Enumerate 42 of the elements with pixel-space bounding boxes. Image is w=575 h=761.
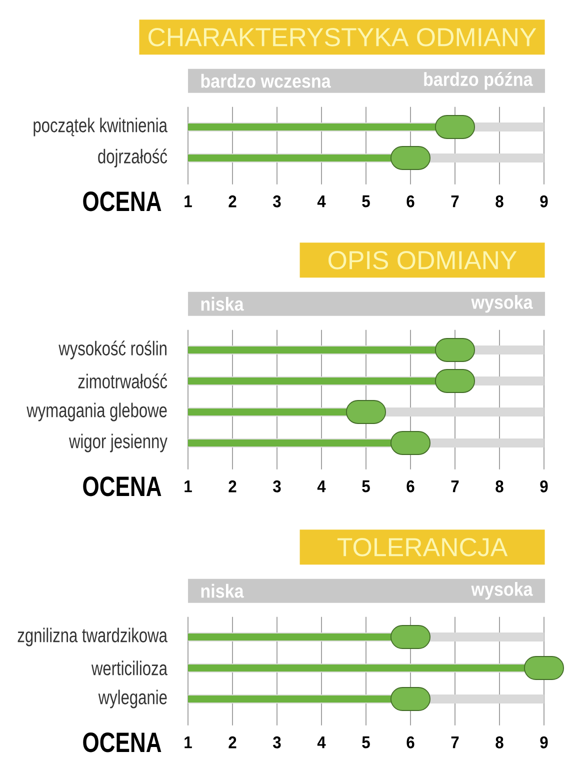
- x-tick-label: 2: [228, 195, 236, 208]
- y-tick-label: wigor jesienny: [68, 434, 168, 452]
- x-tick-label: 3: [273, 736, 281, 748]
- x-tick-label: 5: [362, 195, 370, 208]
- chart-title: CHARAKTERYSTYKA ODMIANY: [148, 28, 536, 46]
- x-tick-label: 8: [496, 736, 504, 748]
- x-tick-label: 3: [273, 195, 281, 208]
- x-tick-label: 6: [406, 736, 414, 748]
- x-tick-label: 8: [496, 480, 504, 492]
- x-tick-label: 6: [406, 195, 414, 208]
- chart-title: OPIS ODMIANY: [328, 250, 517, 270]
- x-tick-label: 1: [184, 480, 192, 492]
- x-axis-title: OCENA: [83, 732, 162, 752]
- x-tick-label: 9: [540, 736, 548, 748]
- y-tick-label: zimotrwałość: [78, 374, 168, 388]
- x-tick-label: 3: [273, 480, 281, 492]
- y-tick-label: wysokość roślin: [58, 340, 166, 360]
- x-tick-label: 2: [228, 480, 236, 492]
- x-tick-label: 7: [451, 480, 459, 492]
- x-tick-label: 1: [184, 196, 192, 208]
- x-tick-label: 8: [496, 195, 504, 208]
- y-tick-label: dojrzałość: [98, 148, 168, 168]
- x-tick-label: 9: [540, 195, 548, 208]
- chart-title: TOLERANCJA: [337, 538, 508, 556]
- y-tick-label: wyleganie: [98, 690, 167, 708]
- x-tick-label: 1: [184, 736, 192, 748]
- y-tick-label: wymagania glebowe: [26, 402, 167, 422]
- y-tick-label: zgnilizna twardzikowa: [18, 628, 168, 646]
- x-tick-label: 7: [451, 736, 459, 748]
- x-tick-label: 7: [451, 196, 459, 208]
- x-tick-label: 5: [362, 736, 370, 748]
- x-tick-label: 2: [228, 736, 236, 748]
- x-axis-title: OCENA: [83, 191, 162, 212]
- x-tick-label: 5: [362, 480, 370, 492]
- x-tick-label: 9: [540, 480, 548, 492]
- x-axis-title: OCENA: [83, 476, 162, 496]
- y-tick-label: werticilioza: [91, 660, 168, 676]
- x-tick-label: 6: [406, 480, 414, 492]
- x-tick-label: 4: [317, 736, 326, 748]
- y-tick-label: początek kwitnienia: [34, 118, 168, 136]
- x-tick-label: 4: [317, 480, 326, 492]
- x-tick-label: 4: [317, 196, 326, 208]
